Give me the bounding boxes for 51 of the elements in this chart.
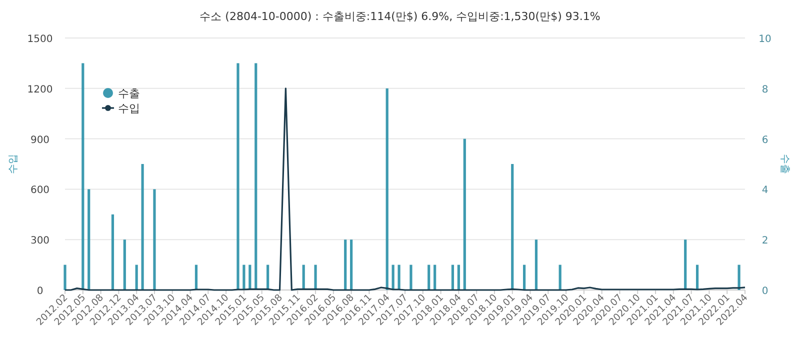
legend-label: 수입 <box>118 102 140 115</box>
bar <box>684 240 687 290</box>
bar <box>428 264 430 290</box>
y2-tick-label: 6 <box>762 134 768 146</box>
bar <box>451 264 454 290</box>
bar <box>302 264 305 290</box>
y-tick-label: 900 <box>30 134 50 146</box>
y-tick-label: 1500 <box>27 34 53 45</box>
bar <box>696 264 699 290</box>
bar <box>266 264 270 290</box>
bar <box>242 264 246 290</box>
bar <box>314 264 317 290</box>
bar <box>194 264 198 290</box>
y2-axis-title: 수출 <box>779 154 790 174</box>
bar <box>254 63 258 290</box>
bar <box>153 189 156 290</box>
bar <box>344 240 347 290</box>
y-tick-label: 600 <box>30 185 50 196</box>
bar <box>135 264 138 290</box>
y2-tick-label: 2 <box>762 236 768 247</box>
bar <box>434 264 436 290</box>
bar <box>523 264 526 290</box>
bar <box>738 264 740 290</box>
y-tick-label: 0 <box>36 286 44 297</box>
bar <box>558 264 562 290</box>
bar <box>350 240 353 290</box>
legend-label: 수출 <box>118 87 140 100</box>
bar <box>386 88 388 290</box>
bar <box>64 264 66 290</box>
bar <box>534 240 538 290</box>
bar <box>410 264 412 290</box>
bar <box>236 63 240 290</box>
y2-tick-label: 0 <box>762 286 768 297</box>
y-tick-label: 300 <box>30 236 50 247</box>
bar <box>111 214 114 290</box>
bar <box>82 63 84 290</box>
bar <box>463 138 466 290</box>
bar <box>141 164 144 290</box>
bar <box>88 189 90 290</box>
y2-tick-label: 8 <box>762 84 768 96</box>
bar <box>392 264 394 290</box>
bar <box>511 164 514 290</box>
y-tick-label: 1200 <box>27 84 53 96</box>
bar <box>457 264 460 290</box>
y2-tick-label: 4 <box>762 185 768 196</box>
y2-tick-label: 10 <box>758 34 772 45</box>
y-axis-title: 수입 <box>8 154 19 174</box>
bar <box>398 264 400 290</box>
bar <box>123 240 126 290</box>
bar <box>248 264 252 290</box>
chart-title: 수소 (2804-10-0000) : 수출비중:114(만$) 6.9%, 수입비중:1,530(만$) 93.1% <box>200 10 600 23</box>
